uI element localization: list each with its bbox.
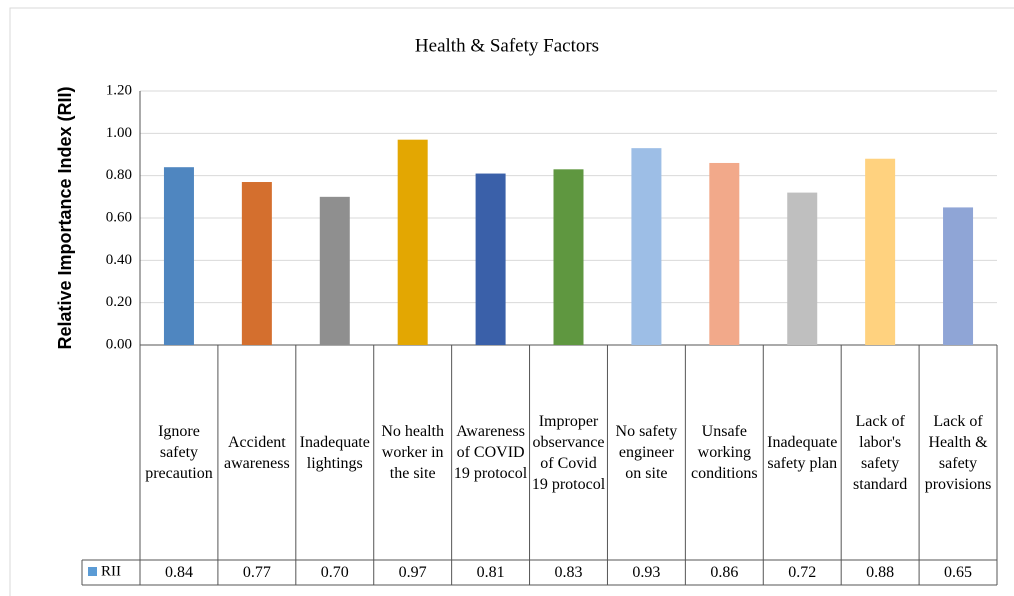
category-label: Improper observance of Covid 19 protocol: [531, 412, 606, 493]
bar: [865, 158, 896, 345]
bar: [163, 167, 194, 345]
bar: [553, 169, 584, 345]
chart-title: Health & Safety Factors: [415, 35, 599, 56]
category-label: Ignore safety precaution: [145, 423, 213, 482]
value-label: 0.81: [476, 564, 505, 581]
value-label: 0.86: [710, 564, 739, 581]
bar: [241, 182, 272, 345]
y-tick-label: 0.20: [106, 294, 132, 310]
y-axis-label: Relative Importance Index (RII): [55, 86, 75, 349]
chart-border: [9, 7, 1014, 596]
category-label: Awareness of COVID 19 protocol: [453, 423, 528, 482]
y-tick-label: 0.40: [106, 252, 132, 268]
bar: [631, 148, 662, 345]
category-label: Unsafe working conditions: [690, 423, 758, 482]
y-tick-label: 0.80: [106, 167, 132, 183]
bar: [319, 196, 350, 345]
value-label: 0.70: [320, 564, 349, 581]
bar: [709, 162, 740, 345]
bar: [787, 192, 818, 345]
category-label: No safety engineer on site: [615, 423, 678, 482]
value-label: 0.72: [788, 564, 817, 581]
bar: [943, 207, 974, 345]
bar: [397, 139, 428, 345]
category-label: No health worker in the site: [381, 423, 444, 482]
value-label: 0.83: [554, 564, 583, 581]
value-label: 0.65: [944, 564, 973, 581]
y-tick-label: 1.20: [106, 82, 132, 98]
value-label: 0.84: [164, 564, 193, 581]
y-tick-label: 1.00: [106, 125, 132, 141]
value-label: 0.77: [242, 564, 271, 581]
category-label: Inadequate lightings: [299, 433, 370, 472]
category-label: Accident awareness: [223, 433, 290, 472]
value-label: 0.97: [398, 564, 427, 581]
value-label: 0.88: [866, 564, 895, 581]
legend-label: RII: [101, 563, 121, 579]
y-tick-label: 0.60: [106, 209, 132, 225]
legend-marker: [88, 567, 97, 576]
category-label: Lack of Health & safety provisions: [924, 412, 992, 493]
y-tick-label: 0.00: [106, 336, 132, 352]
category-label: Lack of labor's safety standard: [853, 412, 908, 493]
value-label: 0.93: [632, 564, 661, 581]
bar: [475, 173, 506, 345]
category-label: Inadequate safety plan: [767, 433, 838, 472]
